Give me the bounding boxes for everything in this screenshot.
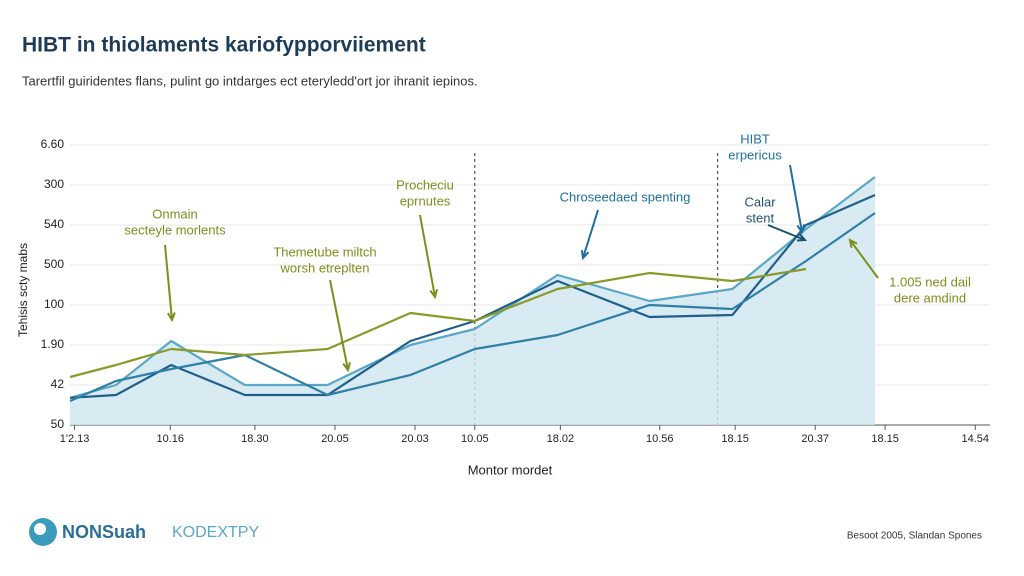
footer: Besoot 2005, Slandan Spones <box>847 531 982 542</box>
x-tick-label: 10.56 <box>646 433 674 445</box>
x-tick-label: 18.02 <box>547 433 575 445</box>
arrow-head <box>342 362 351 373</box>
annotation-arrow <box>789 164 803 233</box>
y-tick-label: 6.60 <box>41 137 65 151</box>
x-tick-label: 18.15 <box>871 433 899 445</box>
y-tick-label: 540 <box>44 217 64 231</box>
arrow-head <box>796 224 806 235</box>
annotation-text: secteyle morlents <box>124 222 226 237</box>
annotation-text: Procheciu <box>396 177 454 192</box>
y-tick-label: 100 <box>44 297 64 311</box>
y-tick-label: 300 <box>44 177 64 191</box>
logo-text: NONSuah <box>62 522 146 542</box>
annotation-text: erpericus <box>728 147 782 162</box>
arrow-head <box>848 238 858 249</box>
area <box>70 177 875 425</box>
annotation-text: Themetube miltch <box>273 244 376 259</box>
y-tick-label: 50 <box>51 417 65 431</box>
chart-title: HIBT in thiolaments kariofypporviiement <box>22 34 426 57</box>
y-tick-label: 42 <box>51 377 65 391</box>
annotation-text: Chroseedaed spenting <box>560 189 691 204</box>
x-tick-label: 18.30 <box>241 433 269 445</box>
y-tick-label: 1.90 <box>41 337 65 351</box>
annotation-text: HIBT <box>740 131 770 146</box>
annotation-arrow <box>329 279 349 371</box>
x-tick-label: 14.54 <box>962 433 990 445</box>
x-tick-label: 20.05 <box>321 433 349 445</box>
x-tick-label: 10.05 <box>461 433 489 445</box>
annotation-text: worsh etreplten <box>280 260 370 275</box>
x-tick-label: 20.37 <box>801 433 829 445</box>
annotation-arrow <box>419 214 436 298</box>
x-axis-label: Montor mordet <box>468 462 553 477</box>
annotation-arrow <box>849 239 879 279</box>
x-tick-label: 1'2.13 <box>60 433 90 445</box>
arrow-head <box>580 249 590 261</box>
annotation-arrow <box>582 209 599 259</box>
x-tick-label: 18.15 <box>721 433 749 445</box>
series-line <box>69 212 876 403</box>
annotation-text: eprnutes <box>400 193 451 208</box>
logo-tail: KODEXTPY <box>172 524 259 541</box>
annotation-text: Calar <box>744 194 776 209</box>
arrow-head <box>167 312 176 323</box>
chart-subtitle: Tarertfil guiridentes flans, pulint go i… <box>22 73 478 88</box>
annotation-text: Onmain <box>152 206 198 221</box>
arrow-head <box>429 289 439 300</box>
y-tick-label: 500 <box>44 257 64 271</box>
annotation-arrow <box>767 224 806 241</box>
annotation-text: dere amdind <box>894 290 966 305</box>
annotation-arrow <box>164 244 173 321</box>
y-axis-label: Tehisis scty mabs <box>16 243 30 337</box>
x-tick-label: 20.03 <box>401 433 429 445</box>
arrow-head <box>796 233 808 242</box>
annotation-text: 1.005 ned dail <box>889 274 971 289</box>
logo-icon-inner <box>34 523 46 535</box>
x-tick-label: 10.16 <box>157 433 185 445</box>
series-line <box>69 267 807 379</box>
annotation-text: stent <box>746 210 775 225</box>
